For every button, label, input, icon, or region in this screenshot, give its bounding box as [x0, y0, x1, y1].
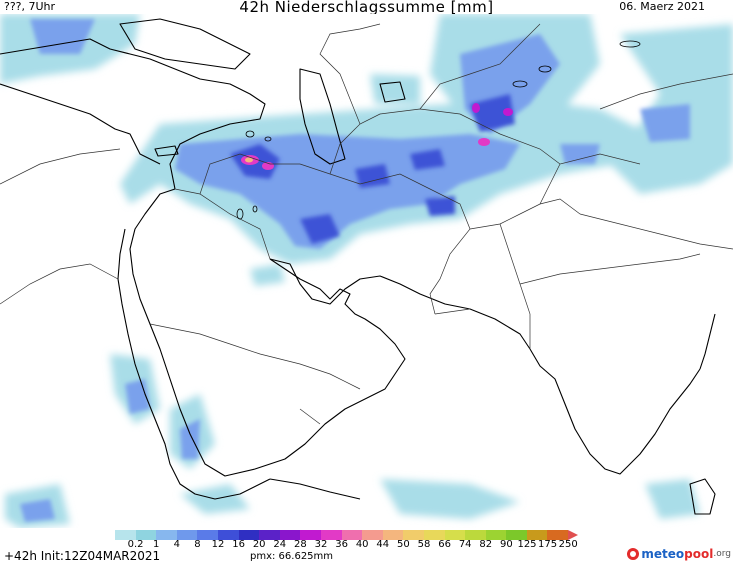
logo-text-pool: pool [684, 547, 714, 561]
legend-swatch [320, 530, 342, 540]
legend-tick-label: 32 [314, 539, 328, 550]
legend-tick-label: 12 [211, 539, 225, 550]
valid-date: 06. Maerz 2021 [619, 0, 705, 13]
legend-bar [115, 530, 579, 540]
legend-tick-label: 24 [273, 539, 287, 550]
legend-tick-label: 175 [538, 539, 558, 550]
legend-tick-label: 20 [252, 539, 266, 550]
legend-tick-label: 40 [355, 539, 369, 550]
map-title: 42h Niederschlagssumme [mm] [239, 0, 494, 16]
legend-tick-label: 82 [479, 539, 493, 550]
legend-swatch [444, 530, 466, 540]
meteopool-logo[interactable]: meteo pool .org [627, 547, 731, 561]
legend-swatch [279, 530, 301, 540]
pmx-value: pmx: 66.625mm [250, 551, 334, 562]
color-legend [115, 530, 579, 540]
legend-arrow [568, 530, 579, 540]
legend-tick-label: 50 [397, 539, 410, 550]
legend-tick-label: 125 [517, 539, 537, 550]
legend-swatch [485, 530, 507, 540]
coastlines [0, 18, 716, 515]
logo-text-org: .org [713, 549, 731, 559]
legend-tick-label: 1 [153, 539, 160, 550]
init-time: +42h Init:12Z04MAR2021 [4, 549, 161, 563]
legend-tick-label: 90 [500, 539, 513, 550]
legend-tick-label: 8 [194, 539, 201, 550]
legend-swatch [362, 530, 383, 540]
legend-swatch [197, 530, 218, 540]
precip-max [241, 103, 513, 170]
legend-swatch [403, 530, 424, 540]
legend-tick-label: 66 [438, 539, 451, 550]
legend-swatch [506, 530, 527, 540]
country-borders [0, 23, 733, 425]
legend-swatch [217, 530, 239, 540]
legend-tick-label: 28 [294, 539, 307, 550]
legend-swatch [465, 530, 486, 540]
legend-swatch [382, 530, 404, 540]
legend-swatch [341, 530, 363, 540]
legend-tick-label: 44 [376, 539, 390, 550]
legend-swatch [259, 530, 280, 540]
legend-swatch [526, 530, 548, 540]
legend-swatch [547, 530, 569, 540]
precip-heavy [230, 94, 515, 244]
legend-tick-label: 58 [417, 539, 431, 550]
lakes [236, 40, 641, 220]
legend-tick-label: 16 [232, 539, 245, 550]
logo-icon [627, 548, 640, 560]
legend-swatch [423, 530, 445, 540]
legend-tick-label: 4 [173, 539, 180, 550]
legend-swatch [115, 530, 136, 540]
legend-tick-label: 36 [335, 539, 348, 550]
logo-text-meteo: meteo [641, 547, 685, 561]
precipitation-map [0, 14, 733, 528]
legend-swatch [135, 530, 157, 540]
valid-time-label: ???, 7Uhr [4, 0, 56, 13]
legend-tick-label: 250 [558, 539, 578, 550]
legend-swatch [238, 530, 260, 540]
legend-tick-label: 0.2 [127, 539, 144, 550]
legend-swatch [176, 530, 198, 540]
legend-swatch [156, 530, 177, 540]
legend-tick-label: 74 [458, 539, 472, 550]
legend-swatch [300, 530, 321, 540]
